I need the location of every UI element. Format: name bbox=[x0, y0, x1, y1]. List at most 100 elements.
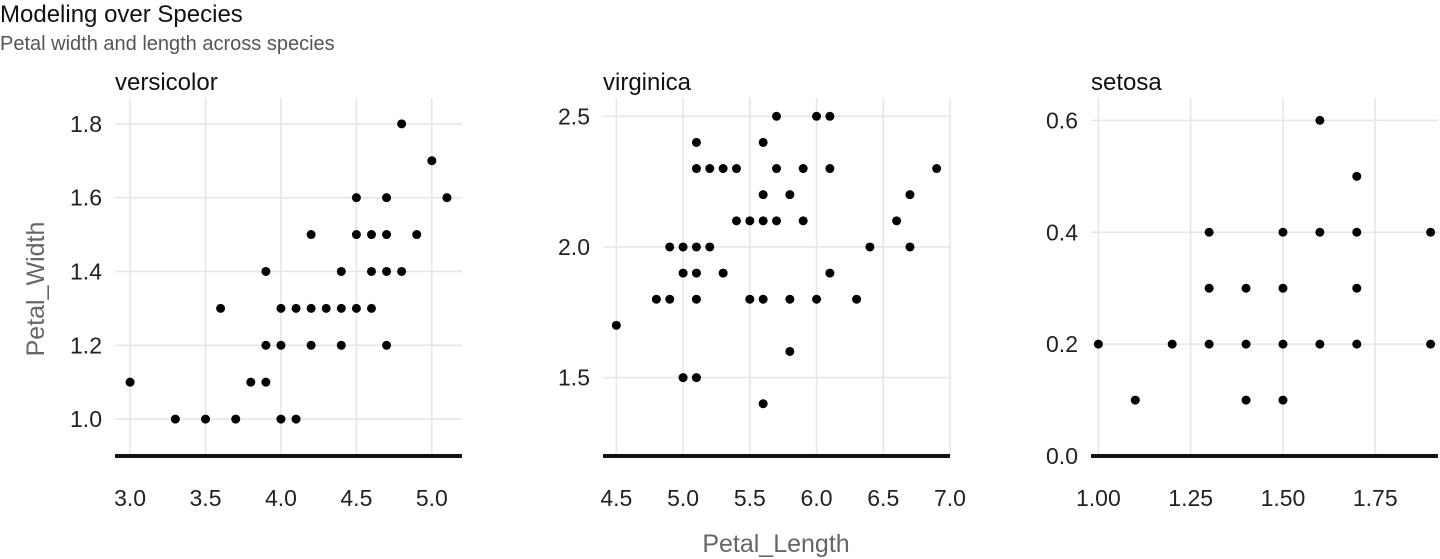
data-point bbox=[321, 303, 331, 313]
data-point bbox=[276, 414, 286, 424]
data-point bbox=[852, 294, 862, 304]
data-point bbox=[1352, 283, 1362, 293]
y-tick-label: 1.5 bbox=[558, 365, 590, 391]
data-point bbox=[785, 346, 795, 356]
data-point bbox=[691, 268, 701, 278]
x-tick-label: 4.5 bbox=[340, 485, 372, 511]
data-point bbox=[905, 190, 915, 200]
data-point bbox=[691, 294, 701, 304]
data-point bbox=[351, 303, 361, 313]
chart-subtitle: Petal width and length across species bbox=[0, 33, 335, 55]
data-point bbox=[351, 193, 361, 203]
data-point bbox=[772, 111, 781, 121]
facet-title: versicolor bbox=[115, 69, 218, 96]
facet-title: virginica bbox=[603, 69, 692, 96]
data-point bbox=[1352, 339, 1362, 349]
x-tick-label: 3.5 bbox=[190, 485, 222, 511]
data-point bbox=[758, 190, 768, 200]
data-point bbox=[216, 303, 226, 313]
y-tick-label: 1.2 bbox=[70, 332, 102, 358]
data-point bbox=[1352, 171, 1362, 181]
data-point bbox=[678, 268, 688, 278]
data-point bbox=[231, 414, 241, 424]
y-tick-label: 0.2 bbox=[1046, 331, 1078, 357]
x-tick-label: 4.0 bbox=[265, 485, 297, 511]
data-point bbox=[705, 164, 715, 174]
y-tick-label: 0.6 bbox=[1046, 107, 1078, 133]
facet-setosa: setosa 1.00 1.25 1.50 1.75 0.0 0.2 0.4 0.6 bbox=[1046, 69, 1438, 511]
data-point bbox=[336, 266, 346, 276]
data-point bbox=[1278, 339, 1288, 349]
data-point bbox=[382, 266, 392, 276]
data-point bbox=[905, 242, 915, 252]
data-point bbox=[718, 268, 728, 278]
data-point bbox=[678, 242, 688, 252]
data-point bbox=[798, 164, 808, 174]
y-tick-label: 1.4 bbox=[70, 258, 102, 284]
data-point bbox=[812, 294, 822, 304]
data-point bbox=[366, 266, 376, 276]
data-point bbox=[382, 340, 392, 350]
x-tick-label: 1.75 bbox=[1353, 485, 1398, 511]
data-point bbox=[201, 414, 211, 424]
data-point bbox=[705, 242, 715, 252]
data-point bbox=[1315, 115, 1325, 125]
x-tick-label: 1.25 bbox=[1168, 485, 1213, 511]
data-point bbox=[1278, 227, 1288, 237]
data-point bbox=[691, 137, 701, 147]
data-point bbox=[366, 303, 376, 313]
data-point bbox=[665, 242, 675, 252]
x-tick-label: 5.0 bbox=[416, 485, 448, 511]
data-point bbox=[306, 230, 316, 240]
data-point bbox=[261, 340, 271, 350]
data-point bbox=[1278, 283, 1288, 293]
data-point bbox=[125, 377, 135, 387]
data-point bbox=[865, 242, 875, 252]
data-point bbox=[785, 190, 795, 200]
x-tick-label: 6.5 bbox=[867, 485, 899, 511]
data-point bbox=[306, 303, 316, 313]
data-point bbox=[825, 164, 835, 174]
data-point bbox=[1315, 339, 1325, 349]
data-point bbox=[336, 303, 346, 313]
facet-versicolor: versicolor 3.0 3.5 4.0 4.5 5.0 1.0 1.2 1.4 1.6 1.8 bbox=[70, 69, 462, 511]
data-point bbox=[798, 216, 808, 226]
data-point bbox=[397, 266, 407, 276]
data-point bbox=[691, 242, 701, 252]
data-point bbox=[1241, 395, 1251, 405]
data-point bbox=[170, 414, 180, 424]
x-tick-label: 1.00 bbox=[1076, 485, 1121, 511]
y-tick-label: 1.8 bbox=[70, 111, 102, 137]
data-point bbox=[1241, 283, 1251, 293]
x-tick-label: 6.0 bbox=[801, 485, 833, 511]
y-tick-label: 2.0 bbox=[558, 234, 590, 260]
data-point bbox=[691, 164, 701, 174]
data-point bbox=[812, 111, 822, 121]
data-point bbox=[1278, 395, 1288, 405]
y-tick-label: 0.4 bbox=[1046, 219, 1078, 245]
x-tick-label: 5.5 bbox=[734, 485, 766, 511]
y-tick-label: 0.0 bbox=[1046, 443, 1078, 469]
data-point bbox=[745, 216, 755, 226]
data-point bbox=[276, 303, 286, 313]
data-point bbox=[1352, 227, 1362, 237]
data-point bbox=[718, 164, 728, 174]
data-point bbox=[382, 230, 392, 240]
data-point bbox=[731, 216, 741, 226]
data-point bbox=[1204, 283, 1214, 293]
data-point bbox=[758, 137, 768, 147]
data-point bbox=[665, 294, 675, 304]
y-tick-label: 1.6 bbox=[70, 185, 102, 211]
data-point bbox=[1204, 227, 1214, 237]
facet-panels: versicolor 3.0 3.5 4.0 4.5 5.0 1.0 1.2 1.4 1.6 1.8… bbox=[70, 69, 1438, 511]
y-axis-title: Petal_Width bbox=[22, 222, 50, 357]
data-point bbox=[246, 377, 256, 387]
x-axis-title: Petal_Length bbox=[702, 530, 849, 558]
data-point bbox=[1426, 227, 1436, 237]
data-point bbox=[932, 164, 942, 174]
facet-title: setosa bbox=[1091, 69, 1162, 96]
data-point bbox=[745, 294, 755, 304]
data-point bbox=[276, 340, 286, 350]
y-tick-label: 1.0 bbox=[70, 406, 102, 432]
data-point bbox=[772, 216, 781, 226]
